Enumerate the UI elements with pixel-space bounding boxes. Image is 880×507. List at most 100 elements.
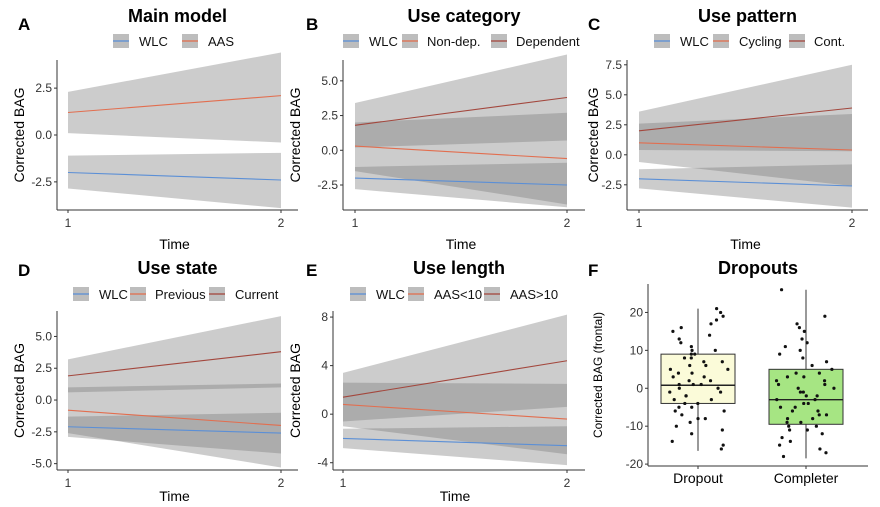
data-point xyxy=(668,367,673,371)
y-tick-label: -2.5 xyxy=(601,178,622,192)
ci-ribbon-WLC xyxy=(68,152,281,209)
data-point xyxy=(708,379,713,383)
legend-label: Previous xyxy=(155,287,206,302)
data-point xyxy=(785,375,790,379)
data-point xyxy=(781,454,786,459)
series-line-Current xyxy=(67,351,282,377)
data-point xyxy=(802,401,806,406)
data-point xyxy=(816,409,820,413)
data-point xyxy=(668,390,672,394)
data-point xyxy=(795,322,799,326)
data-point xyxy=(822,379,827,383)
legend-label: WLC xyxy=(99,287,128,302)
data-point xyxy=(823,382,827,387)
data-point xyxy=(830,367,834,371)
data-point xyxy=(783,344,787,349)
data-point xyxy=(787,424,791,428)
panel-title: Dropouts xyxy=(718,258,798,278)
data-point xyxy=(709,322,713,326)
y-axis-label: Corrected BAG xyxy=(287,343,303,438)
data-point xyxy=(673,409,677,413)
y-tick-label: -2.5 xyxy=(31,175,52,189)
series-line-WLC xyxy=(342,437,568,447)
panel-E: E Use length -4 0 4 8 Corrected BAG 1 2 Time WLC AA… xyxy=(287,258,585,504)
data-point xyxy=(682,356,687,360)
data-point xyxy=(721,314,725,318)
data-point xyxy=(720,360,724,364)
data-point xyxy=(775,398,779,402)
ci-ribbon-Current xyxy=(68,316,281,393)
data-point xyxy=(672,398,676,402)
data-point xyxy=(689,352,693,356)
panel-title: Use category xyxy=(407,6,520,26)
data-point xyxy=(680,413,684,417)
ci-ribbon-WLC xyxy=(343,426,567,466)
data-point xyxy=(780,435,784,440)
panel-letter: C xyxy=(588,15,600,34)
data-point xyxy=(674,424,678,428)
data-point xyxy=(785,417,790,421)
data-point xyxy=(689,356,693,360)
x-tick-label: 1 xyxy=(636,216,643,230)
data-point xyxy=(679,341,683,345)
x-tick-label: Completer xyxy=(774,470,839,486)
y-tick-label: -5.0 xyxy=(31,457,52,471)
data-point xyxy=(702,360,706,364)
series-line-AAS>10 xyxy=(342,360,568,398)
ci-ribbon-AAS>10 xyxy=(343,314,567,422)
x-tick-label: 1 xyxy=(352,216,359,230)
data-point xyxy=(677,405,681,409)
data-point xyxy=(683,401,687,406)
data-point xyxy=(691,382,695,387)
data-point xyxy=(778,405,783,409)
y-tick-label: 5.0 xyxy=(605,88,622,102)
data-point xyxy=(693,352,697,356)
data-point xyxy=(788,439,792,443)
data-point xyxy=(779,288,784,292)
data-point xyxy=(713,348,717,352)
data-point xyxy=(798,348,802,352)
legend-label: AAS>10 xyxy=(510,287,558,302)
data-point xyxy=(714,318,719,322)
data-point xyxy=(805,428,809,432)
data-point xyxy=(776,382,781,387)
data-point xyxy=(709,398,713,402)
data-point xyxy=(707,333,712,337)
legend-label: AAS<10 xyxy=(434,287,482,302)
data-point xyxy=(689,344,693,349)
panel-title: Main model xyxy=(128,6,227,26)
data-point xyxy=(817,413,821,417)
x-tick-label: Dropout xyxy=(673,470,723,486)
series-line-AAS xyxy=(67,95,282,114)
series-line-AAS<10 xyxy=(342,403,568,420)
data-point xyxy=(719,447,723,451)
data-point xyxy=(671,375,675,379)
data-point xyxy=(793,405,797,409)
data-point xyxy=(813,398,817,402)
x-axis-label: Time xyxy=(440,488,471,504)
data-point xyxy=(719,310,723,315)
panel-letter: A xyxy=(18,15,30,34)
data-point xyxy=(799,420,803,424)
y-tick-label: 8 xyxy=(321,310,328,324)
ci-ribbon-WLC xyxy=(68,412,281,454)
series-line-Dependent xyxy=(354,96,568,126)
series-line-WLC xyxy=(638,178,853,187)
data-point xyxy=(703,417,707,421)
data-point xyxy=(690,348,694,352)
y-tick-label: 0.0 xyxy=(321,143,338,157)
data-point xyxy=(715,307,719,311)
data-point xyxy=(801,356,805,360)
y-tick-label: 4 xyxy=(321,359,328,373)
data-point xyxy=(774,379,779,383)
ci-ribbon-Cycling xyxy=(639,114,852,186)
y-tick-label: -20 xyxy=(626,457,644,471)
y-tick-label: 10 xyxy=(630,343,644,357)
y-tick-label: 20 xyxy=(630,305,644,319)
data-point xyxy=(684,394,688,398)
data-point xyxy=(805,341,809,345)
x-tick-label: 2 xyxy=(278,216,285,230)
ci-ribbon-Previous xyxy=(68,383,281,468)
data-point xyxy=(817,371,821,375)
y-tick-label: 0.0 xyxy=(35,393,52,407)
